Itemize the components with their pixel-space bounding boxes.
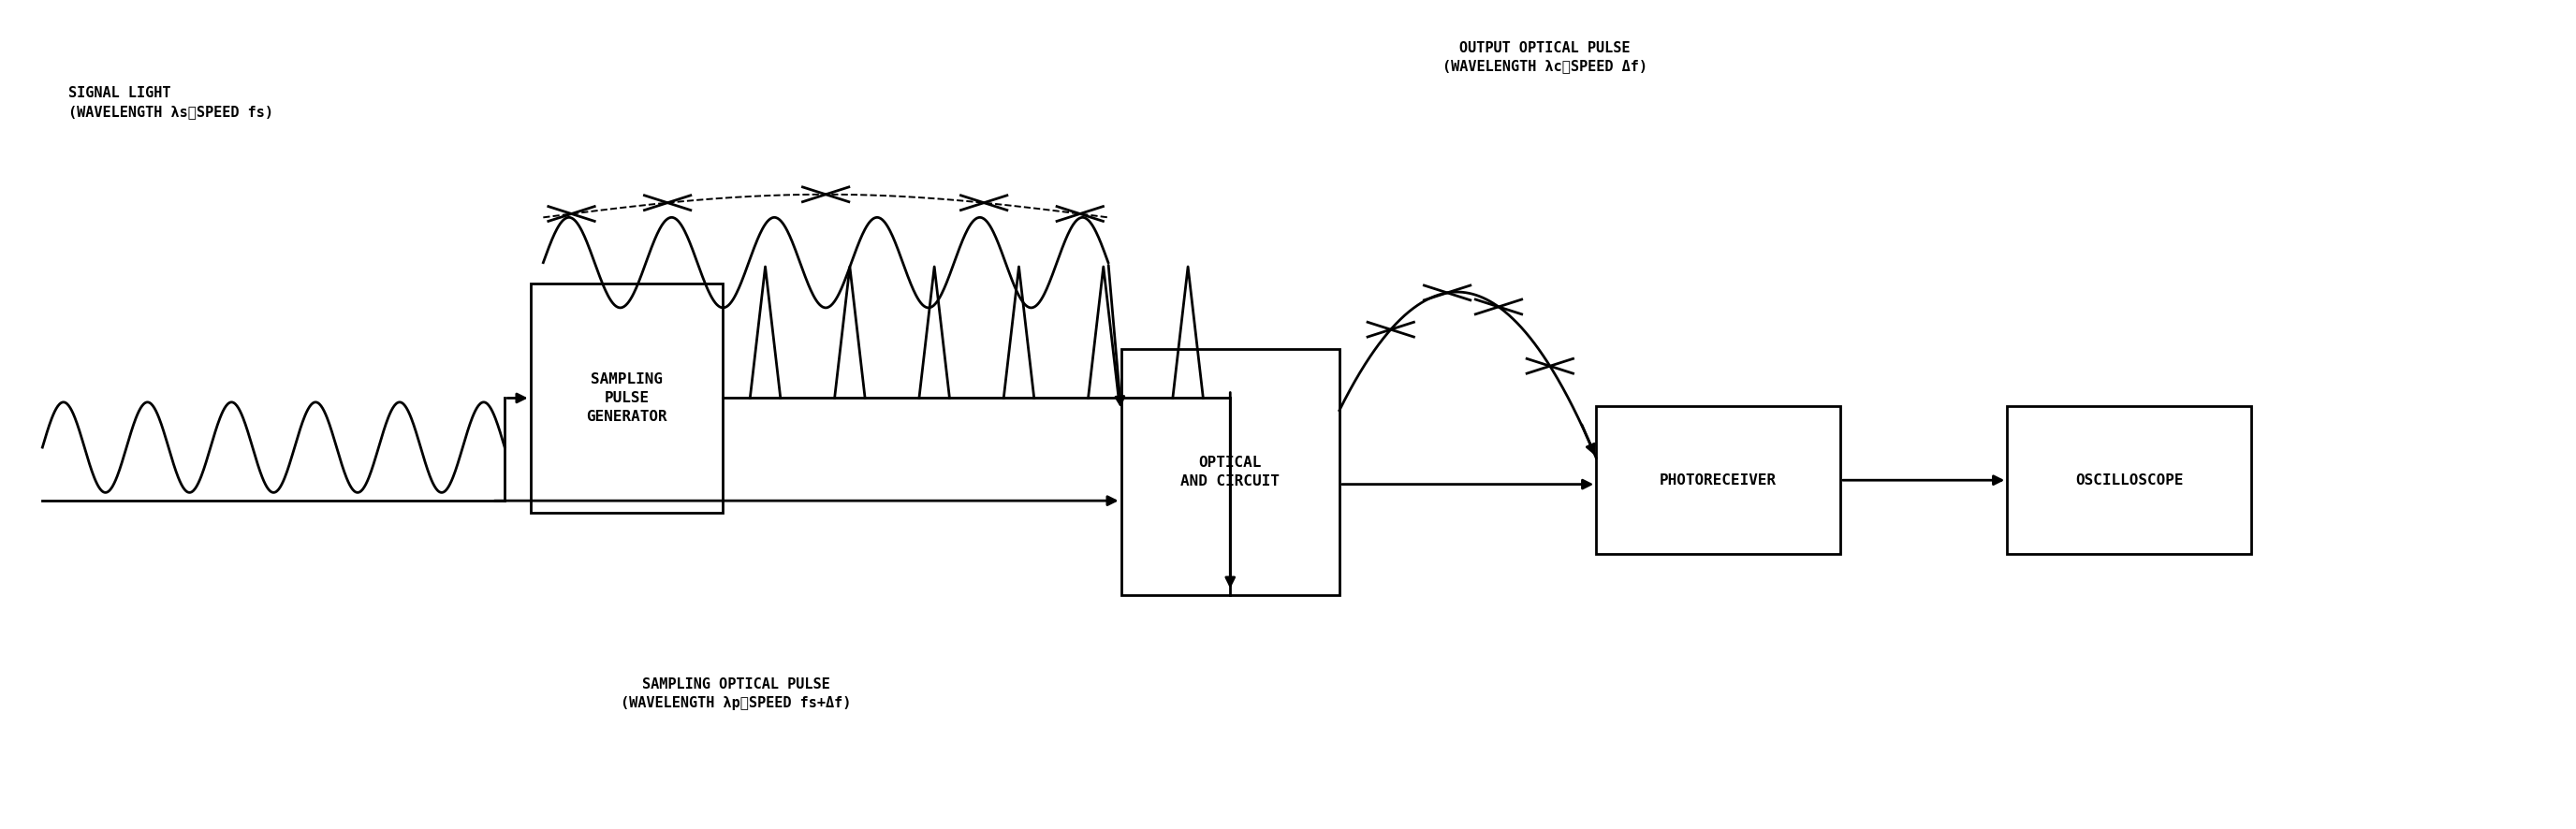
Text: SAMPLING OPTICAL PULSE
(WAVELENGTH λp、SPEED fs+Δf): SAMPLING OPTICAL PULSE (WAVELENGTH λp、SP… [621, 677, 850, 710]
Text: OPTICAL
AND CIRCUIT: OPTICAL AND CIRCUIT [1180, 456, 1280, 488]
Text: SIGNAL LIGHT
(WAVELENGTH λs、SPEED fs): SIGNAL LIGHT (WAVELENGTH λs、SPEED fs) [67, 86, 273, 119]
Bar [1597, 406, 1839, 554]
Bar [531, 284, 724, 513]
Text: SAMPLING
PULSE
GENERATOR: SAMPLING PULSE GENERATOR [587, 372, 667, 424]
Text: OSCILLOSCOPE: OSCILLOSCOPE [2076, 473, 2182, 487]
Bar [1121, 349, 1340, 595]
Text: PHOTORECEIVER: PHOTORECEIVER [1659, 473, 1777, 487]
Bar [2007, 406, 2251, 554]
Text: OUTPUT OPTICAL PULSE
(WAVELENGTH λc、SPEED Δf): OUTPUT OPTICAL PULSE (WAVELENGTH λc、SPEE… [1443, 41, 1646, 74]
